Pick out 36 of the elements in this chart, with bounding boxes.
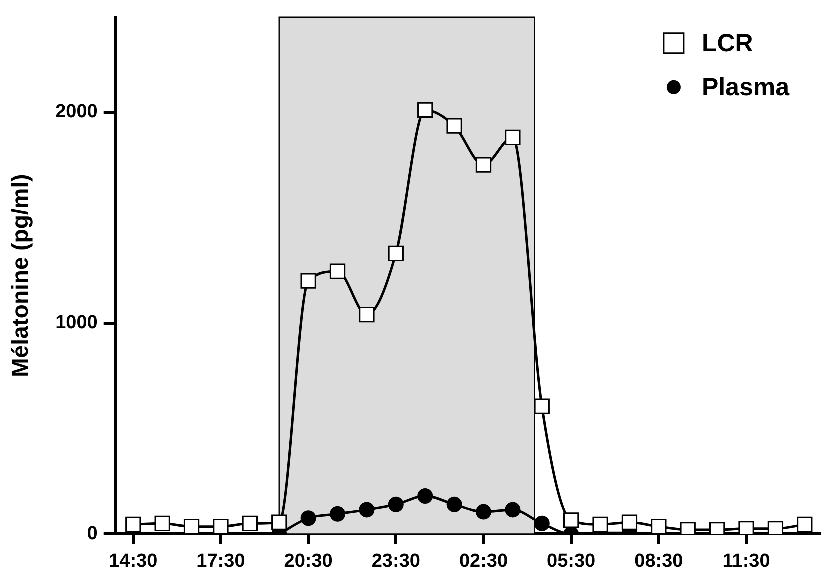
point: [330, 506, 346, 522]
x-tick-label: 14:30: [109, 550, 158, 572]
point: [359, 307, 375, 323]
point: [300, 510, 316, 526]
point: [446, 118, 462, 134]
point: [418, 102, 434, 118]
point: [272, 514, 288, 530]
y-tick-label: 0: [87, 523, 98, 544]
point: [446, 496, 462, 512]
point: [359, 502, 375, 518]
point: [418, 488, 434, 504]
y-tick-label: 2000: [56, 102, 98, 123]
point: [738, 521, 754, 534]
x-tick-label: 23:30: [372, 550, 420, 572]
point: [476, 504, 492, 520]
point: [476, 157, 492, 173]
x-tick-label: 20:30: [284, 550, 333, 572]
point: [505, 502, 521, 518]
point: [768, 521, 784, 534]
x-tick-label: 05:30: [547, 550, 596, 572]
point: [330, 264, 346, 280]
point: [388, 246, 404, 262]
point: [300, 273, 316, 289]
point: [388, 496, 404, 512]
y-axis-title: Mélatonine (pg/ml): [7, 174, 34, 378]
legend-label: LCR: [702, 29, 754, 58]
point: [592, 516, 608, 533]
x-tick-label: 11:30: [722, 550, 770, 572]
point: [622, 514, 638, 530]
legend-label: Plasma: [702, 73, 791, 102]
y-tick-label: 1000: [56, 312, 98, 334]
x-tick-label: 02:30: [459, 550, 508, 572]
x-tick-label: 08:30: [634, 550, 684, 572]
point: [534, 516, 550, 532]
x-tick-label: 17:30: [196, 550, 246, 572]
point: [505, 130, 521, 146]
